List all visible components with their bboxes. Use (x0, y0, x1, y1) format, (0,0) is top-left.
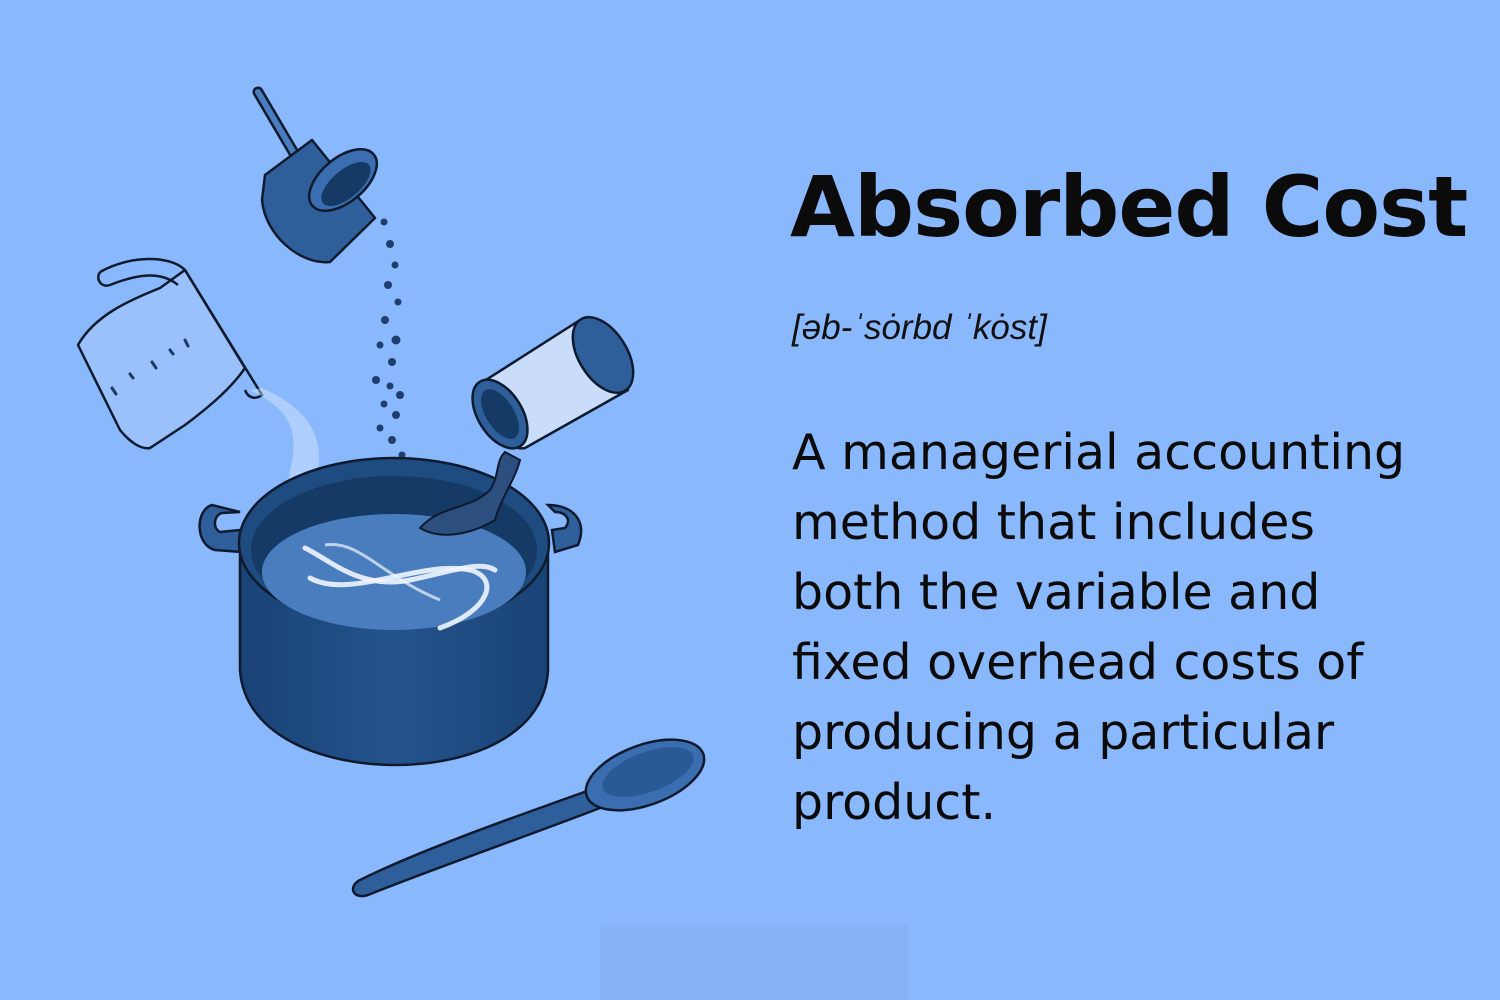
bottom-tab (600, 925, 908, 1000)
pronunciation: [əb-ˈsȯrbd ˈkȯst] (792, 308, 1047, 347)
measuring-pitcher-icon (76, 257, 264, 450)
cooking-illustration (76, 86, 706, 898)
wooden-spoon-icon (351, 738, 706, 898)
cooking-pot-icon (198, 450, 583, 767)
term-title: Absorbed Cost (790, 158, 1468, 256)
definition-text: A managerial accounting method that incl… (792, 424, 1406, 831)
measuring-cup-icon (252, 86, 378, 264)
spice-can-icon (471, 315, 635, 450)
